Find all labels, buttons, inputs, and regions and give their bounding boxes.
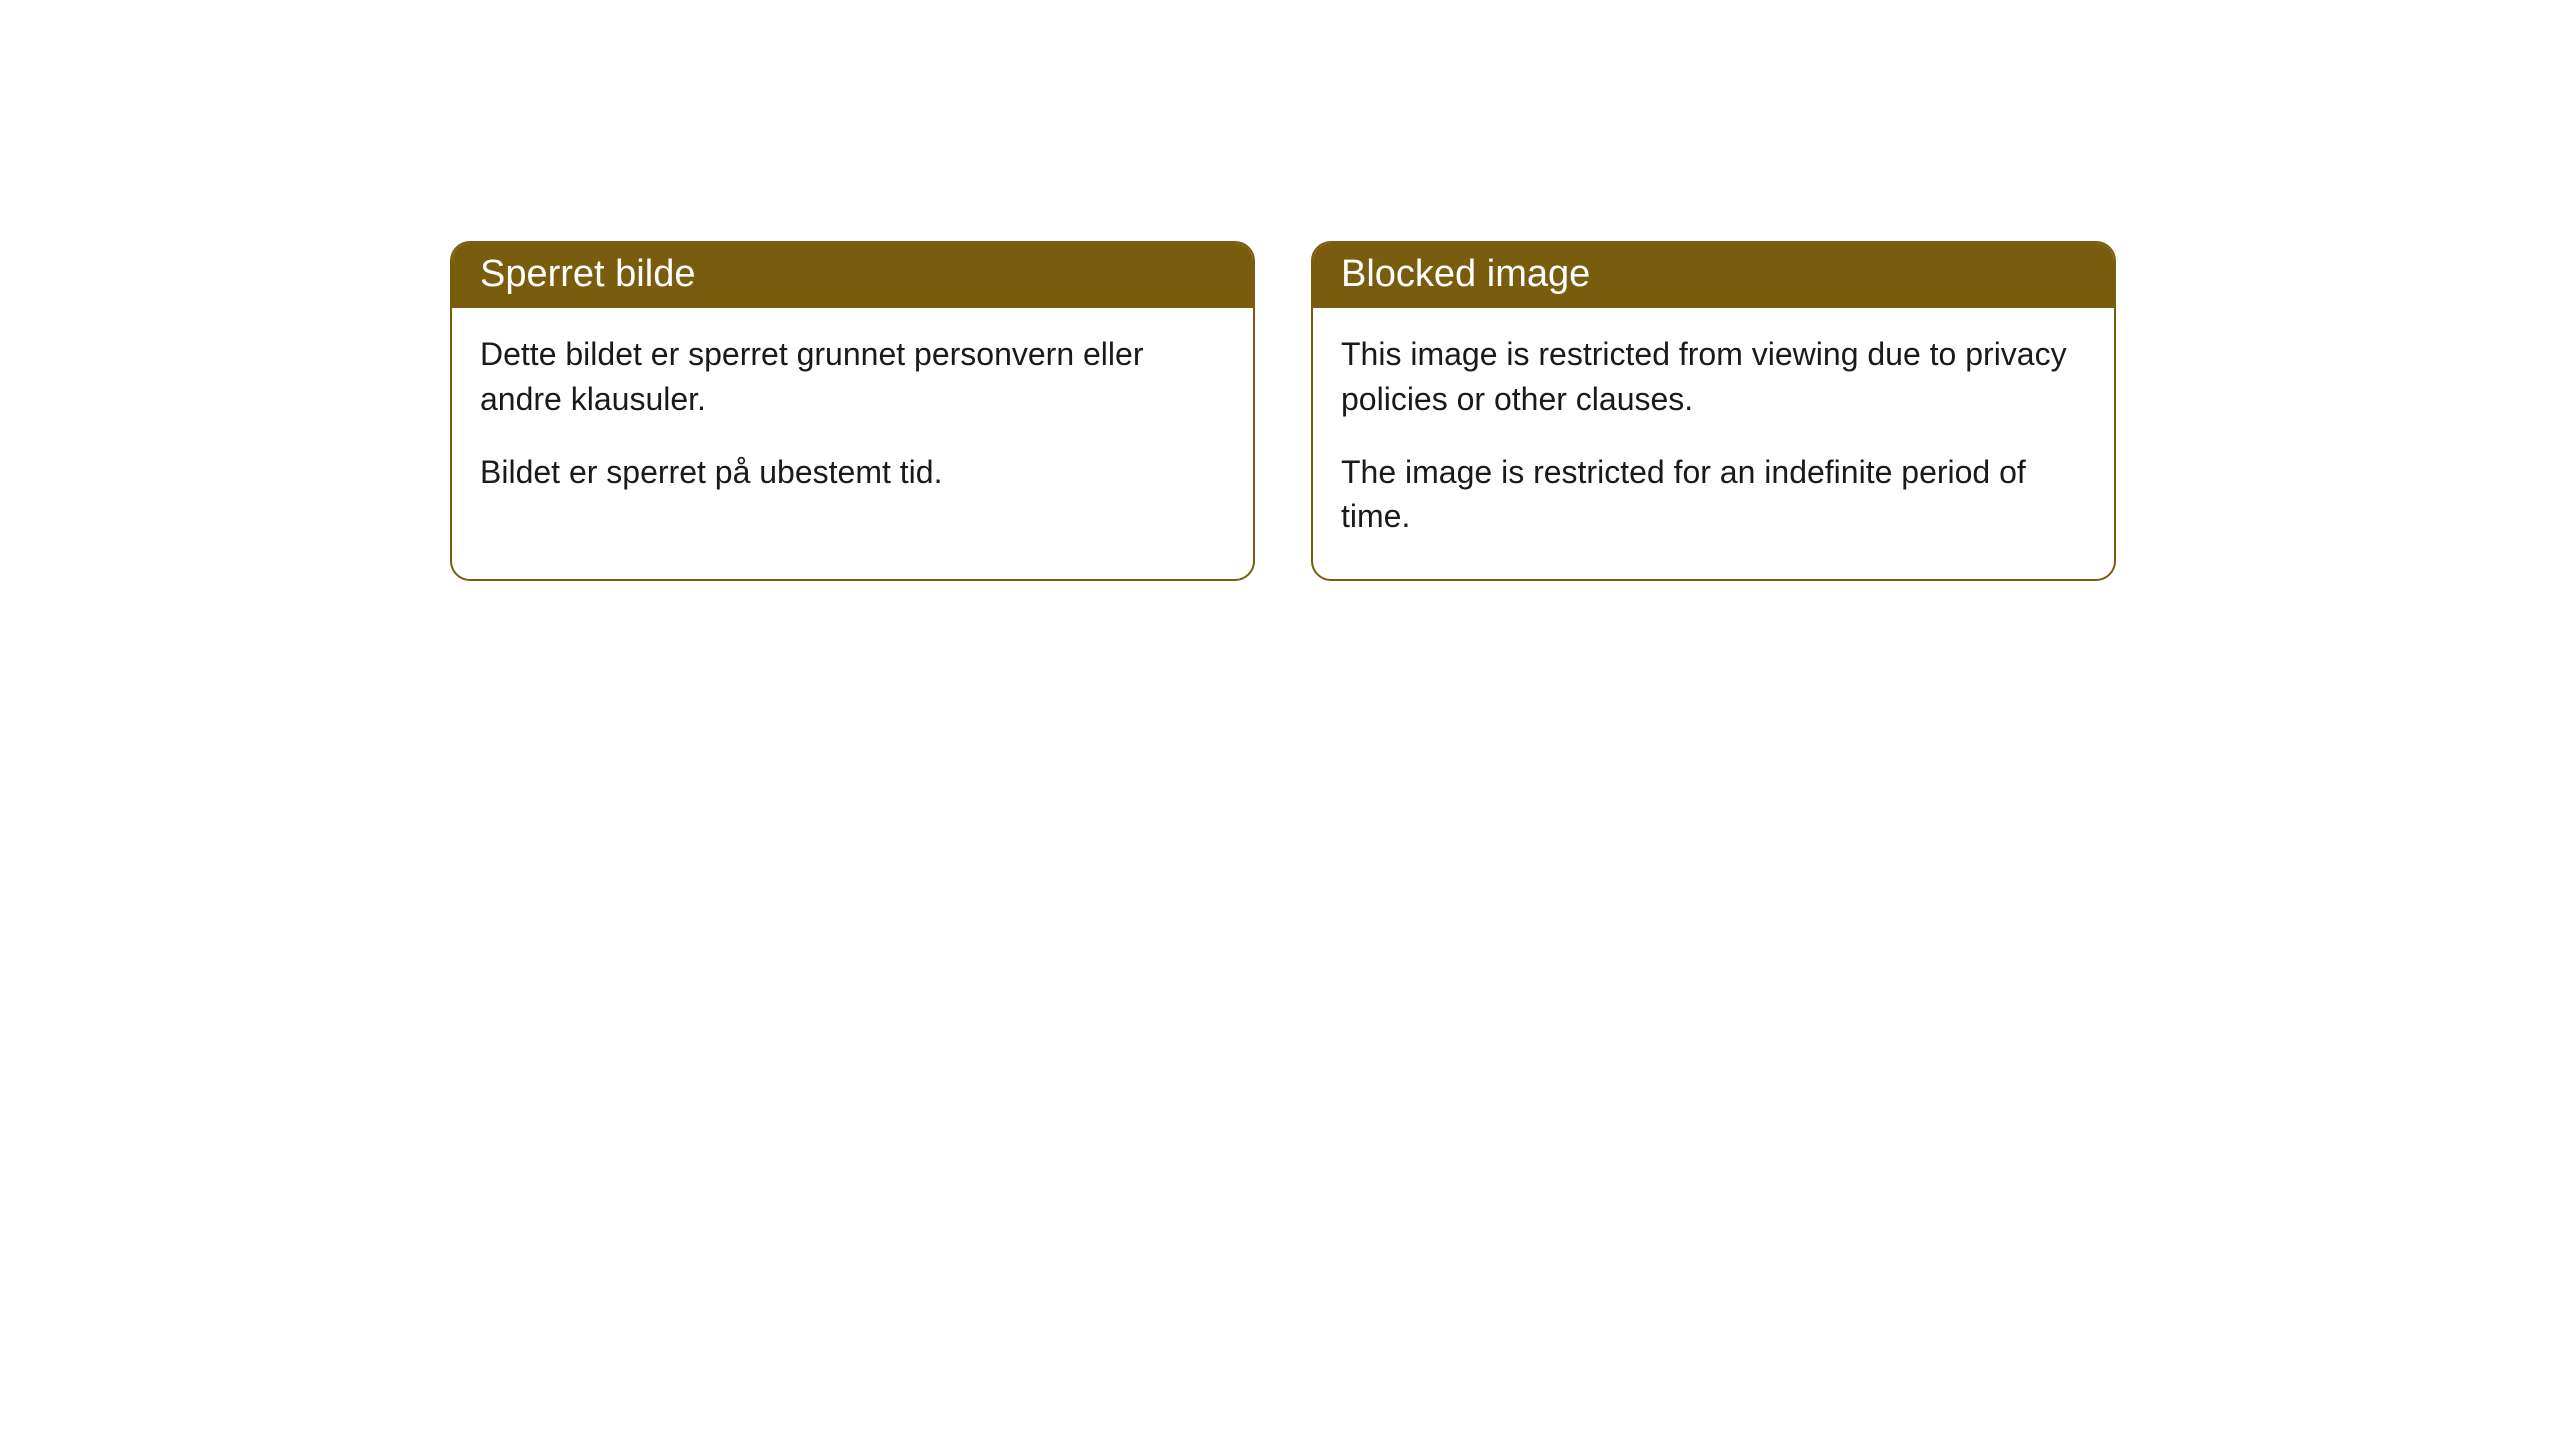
card-paragraph-1: This image is restricted from viewing du… <box>1341 332 2086 422</box>
cards-container: Sperret bilde Dette bildet er sperret gr… <box>0 0 2560 581</box>
blocked-image-card-norwegian: Sperret bilde Dette bildet er sperret gr… <box>450 241 1255 581</box>
card-paragraph-2: Bildet er sperret på ubestemt tid. <box>480 450 1225 495</box>
card-body: Dette bildet er sperret grunnet personve… <box>452 308 1253 534</box>
card-body: This image is restricted from viewing du… <box>1313 308 2114 579</box>
card-paragraph-1: Dette bildet er sperret grunnet personve… <box>480 332 1225 422</box>
card-paragraph-2: The image is restricted for an indefinit… <box>1341 450 2086 540</box>
card-header: Blocked image <box>1313 243 2114 308</box>
card-header: Sperret bilde <box>452 243 1253 308</box>
blocked-image-card-english: Blocked image This image is restricted f… <box>1311 241 2116 581</box>
